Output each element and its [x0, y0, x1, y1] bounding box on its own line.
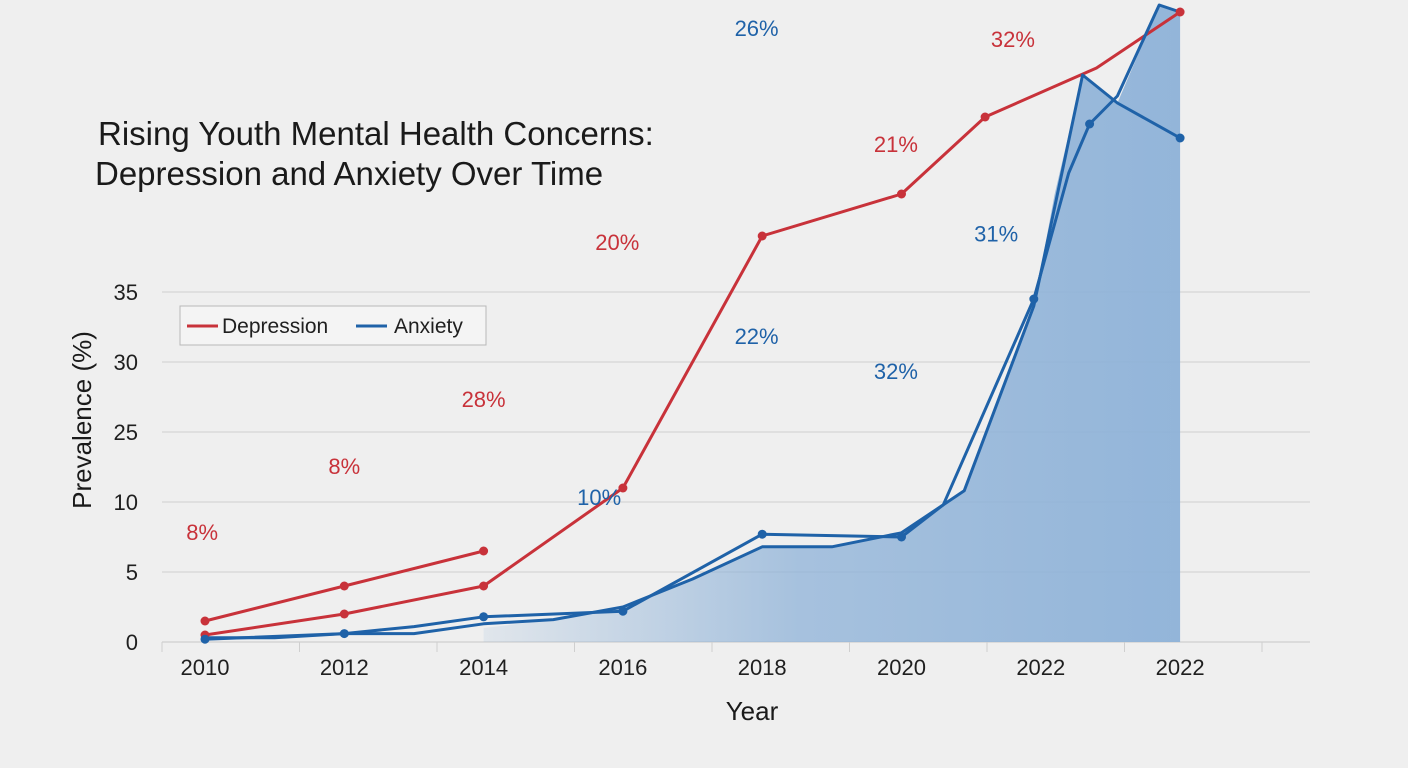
depression-data-label-0: 8%	[186, 520, 218, 545]
chart-title-line-2: Depression and Anxiety Over Time	[95, 155, 603, 192]
depression-point-0	[200, 616, 210, 626]
anxiety-data-label-2: 26%	[735, 16, 779, 41]
depression-point-1	[339, 581, 349, 591]
y-axis-label: Prevalence (%)	[67, 331, 97, 509]
anxiety-data-label-3: 32%	[874, 359, 918, 384]
y-tick-label-0: 0	[126, 630, 138, 655]
y-tick-label-3: 25	[114, 420, 138, 445]
depression-point-10	[1175, 7, 1185, 17]
anxiety-point-0	[200, 634, 210, 644]
x-tick-label-1: 2012	[320, 655, 369, 680]
chart-title-line-1: Rising Youth Mental Health Concerns:	[98, 115, 654, 152]
x-tick-label-0: 2010	[181, 655, 230, 680]
anxiety-point-6	[1029, 294, 1039, 304]
anxiety-point-7	[1085, 119, 1095, 129]
anxiety-line-1	[203, 3, 1182, 641]
data-points	[200, 7, 1185, 644]
y-tick-label-5: 35	[114, 280, 138, 305]
anxiety-point-3	[618, 606, 628, 616]
x-tick-label-2: 2014	[459, 655, 508, 680]
depression-point-6	[618, 483, 628, 493]
depression-data-label-1: 8%	[328, 454, 360, 479]
anxiety-line-0	[203, 73, 1182, 640]
legend-box	[179, 305, 487, 346]
anxiety-point-5	[897, 532, 906, 542]
depression-data-label-4: 21%	[874, 132, 918, 157]
axis-ticks: 0 5 10 25 30 35 2010 2012 2014 2016 2018 2020 2022 20…	[114, 280, 1205, 680]
depression-point-8	[897, 189, 906, 199]
x-tick-label-6: 2022	[1016, 655, 1065, 680]
anxiety-point-1	[339, 629, 349, 639]
depression-point-5	[479, 581, 489, 591]
anxiety-data-label-1: 22%	[735, 324, 779, 349]
y-tick-label-4: 30	[114, 350, 138, 375]
y-tick-label-1: 5	[126, 560, 138, 585]
anxiety-area	[483, 5, 1181, 642]
anxiety-point-4	[757, 529, 767, 539]
data-labels: 8%8%28%20%21%32%10%22%26%32%31%32%	[186, 16, 1035, 545]
depression-point-9	[980, 112, 990, 122]
x-tick-label-7: 2022	[1156, 655, 1205, 680]
depression-data-label-2: 28%	[462, 387, 506, 412]
y-tick-label-2: 10	[114, 490, 138, 515]
legend-anxiety-label: Anxiety	[394, 315, 463, 338]
anxiety-area-fill	[483, 5, 1181, 642]
x-tick-label-5: 2020	[877, 655, 926, 680]
legend: Depression Anxiety	[179, 305, 487, 346]
depression-data-label-5: 32%	[991, 27, 1035, 52]
anxiety-data-label-0: 10%	[577, 485, 621, 510]
x-tick-label-4: 2018	[738, 655, 787, 680]
legend-depression-label: Depression	[222, 315, 328, 338]
anxiety-point-2	[479, 612, 489, 622]
depression-data-label-3: 20%	[595, 230, 639, 255]
anxiety-point-8	[1175, 133, 1185, 143]
anxiety-data-label-4: 31%	[974, 222, 1018, 247]
x-axis-label: Year	[726, 696, 779, 726]
depression-point-4	[339, 609, 349, 619]
depression-point-2	[479, 546, 489, 556]
x-tick-label-3: 2016	[598, 655, 647, 680]
depression-point-7	[757, 231, 767, 241]
